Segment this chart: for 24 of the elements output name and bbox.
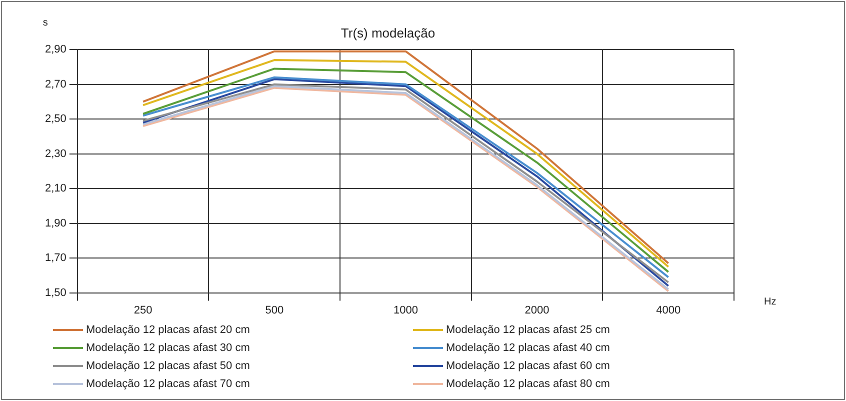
y-tick-label: 1,50 (44, 286, 66, 299)
legend-label: Modelação 12 placas afast 60 cm (446, 360, 610, 372)
legend-label: Modelação 12 placas afast 70 cm (86, 378, 250, 390)
y-tick-label: 1,70 (44, 252, 66, 264)
legend-label: Modelação 12 placas afast 80 cm (446, 378, 610, 390)
legend-label: Modelação 12 placas afast 40 cm (446, 342, 610, 354)
x-tick-label: 250 (134, 304, 152, 316)
y-tick-label: 2,50 (44, 113, 66, 126)
legend-label: Modelação 12 placas afast 50 cm (86, 360, 250, 372)
legend-label: Modelação 12 placas afast 25 cm (446, 324, 610, 336)
legend-label: Modelação 12 placas afast 20 cm (86, 324, 250, 336)
x-tick-label: 4000 (656, 304, 681, 316)
y-tick-label: 1,90 (44, 217, 66, 230)
x-tick-label: 500 (265, 304, 284, 316)
y-tick-label: 2,30 (44, 148, 66, 160)
x-tick-label: 2000 (524, 304, 550, 316)
x-tick-label: 1000 (393, 304, 418, 316)
y-tick-label: 2,90 (44, 44, 66, 56)
y-tick-label: 2,70 (44, 78, 66, 90)
legend-label: Modelação 12 placas afast 30 cm (86, 342, 250, 354)
y-tick-label: 2,10 (44, 182, 66, 195)
chart-title: Tr(s) modelação (340, 25, 436, 40)
y-axis-title: s (42, 17, 48, 28)
x-axis-title: Hz (764, 296, 776, 308)
